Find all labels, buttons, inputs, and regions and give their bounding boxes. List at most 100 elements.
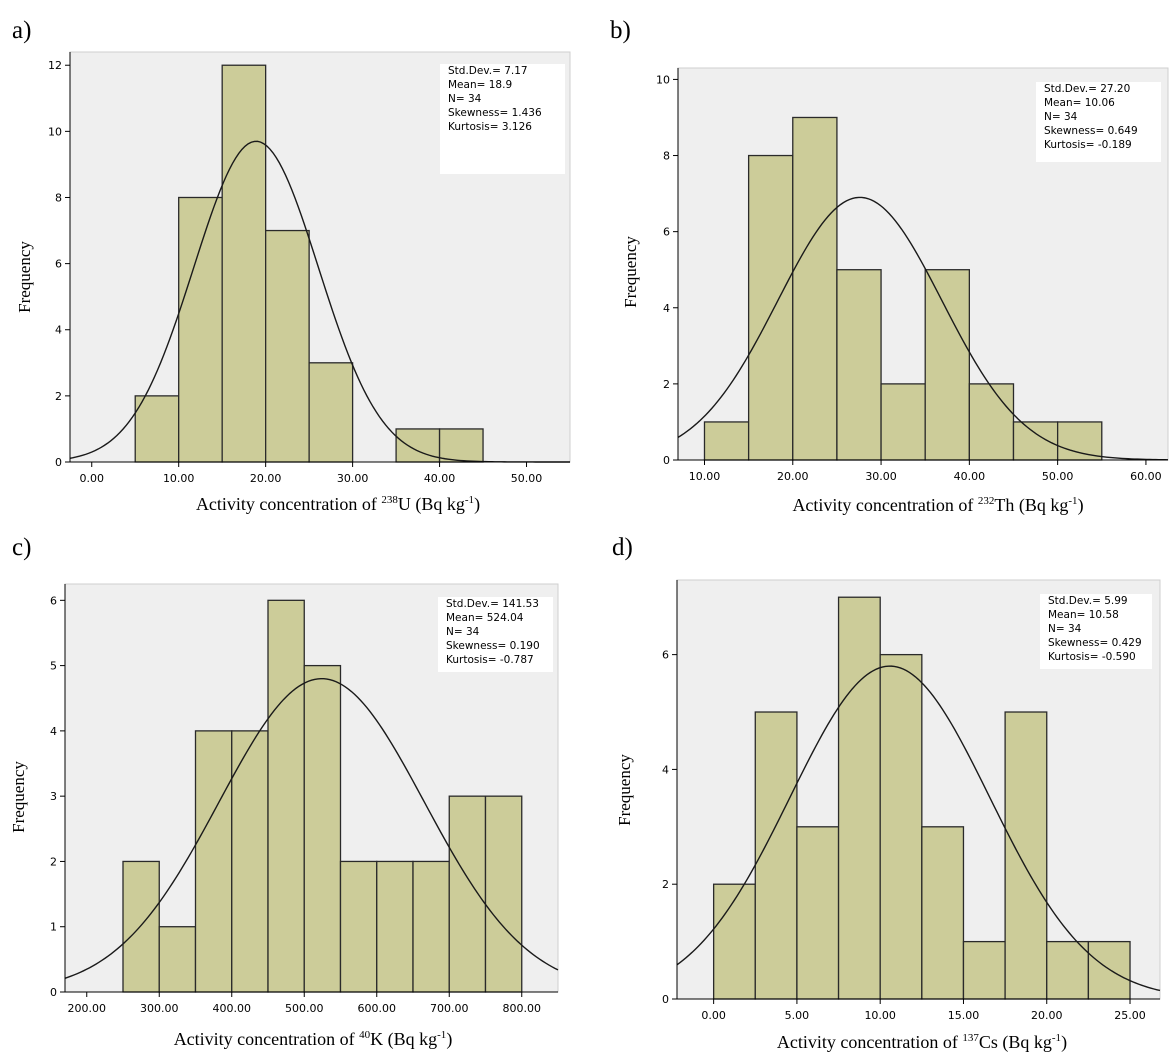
y-tick-label: 6 bbox=[662, 649, 669, 662]
x-tick-label: 30.00 bbox=[865, 470, 897, 483]
histogram-bar bbox=[921, 826, 965, 1000]
stats-line: N= 34 bbox=[446, 626, 480, 638]
histogram-bar bbox=[754, 711, 798, 1000]
x-tick-label: 20.00 bbox=[250, 472, 282, 485]
x-tick-label: 20.00 bbox=[1031, 1009, 1063, 1022]
x-tick-label: 200.00 bbox=[68, 1002, 107, 1015]
x-tick-label: 600.00 bbox=[358, 1002, 397, 1015]
y-axis-label: Frequency bbox=[621, 236, 640, 308]
histogram-bar bbox=[484, 795, 523, 993]
stats-line: Skewness= 0.429 bbox=[1048, 637, 1142, 649]
stats-line: Std.Dev.= 27.20 bbox=[1044, 83, 1130, 95]
x-tick-label: 40.00 bbox=[954, 470, 986, 483]
stats-box bbox=[1040, 594, 1152, 669]
y-tick-label: 6 bbox=[50, 594, 57, 607]
histogram-bar bbox=[792, 116, 838, 461]
histogram-bar bbox=[796, 826, 840, 1000]
histogram-bar bbox=[231, 730, 269, 993]
chart-panel-4: d) 0 2 4 6 0.00 5.00 10.00 15.00 20.00 25.00 Freque… bbox=[612, 534, 1161, 1053]
histogram-bar bbox=[395, 428, 441, 463]
x-tick-label: 300.00 bbox=[140, 1002, 179, 1015]
histogram-bar bbox=[265, 229, 310, 463]
y-tick-label: 10 bbox=[656, 73, 670, 86]
y-axis-label: Frequency bbox=[15, 241, 34, 313]
y-tick-label: 2 bbox=[50, 855, 57, 868]
x-tick-label: 0.00 bbox=[701, 1009, 726, 1022]
panel-letter: b) bbox=[610, 17, 631, 44]
stats-box bbox=[1036, 82, 1161, 162]
x-axis-label: Activity concentration of 232Th (Bq kg-1… bbox=[792, 495, 1083, 516]
panel-letter: d) bbox=[612, 534, 633, 561]
chart-panel-2: b) 0 2 4 6 8 10 10.00 20.00 30.00 40.00 50.00 60.00 F… bbox=[610, 17, 1169, 516]
histogram-bar bbox=[712, 883, 756, 1000]
x-tick-label: 50.00 bbox=[511, 472, 543, 485]
histogram-bar bbox=[438, 428, 484, 463]
chart-panel-1: a) 0 2 4 6 8 10 12 0.00 10.00 20.00 30.00 40.00 50.00… bbox=[12, 17, 571, 515]
stats-line: Mean= 524.04 bbox=[446, 612, 524, 624]
x-tick-label: 5.00 bbox=[785, 1009, 810, 1022]
stats-box bbox=[440, 64, 565, 174]
x-tick-label: 40.00 bbox=[424, 472, 456, 485]
histogram-bar bbox=[376, 860, 414, 993]
histogram-bar bbox=[158, 926, 197, 993]
panel-letter: c) bbox=[12, 534, 31, 561]
normal-curve bbox=[677, 196, 1169, 461]
x-tick-label: 400.00 bbox=[213, 1002, 252, 1015]
stats-line: Kurtosis= -0.787 bbox=[446, 654, 534, 666]
y-tick-label: 8 bbox=[55, 191, 62, 204]
y-tick-label: 0 bbox=[662, 993, 669, 1006]
y-tick-label: 2 bbox=[55, 390, 62, 403]
histogram-bar bbox=[837, 596, 881, 1000]
y-tick-label: 8 bbox=[663, 150, 670, 163]
y-tick-label: 6 bbox=[663, 226, 670, 239]
histogram-bar bbox=[412, 860, 450, 993]
histogram-bar bbox=[221, 64, 267, 463]
x-axis-label: Activity concentration of 137Cs (Bq kg-1… bbox=[777, 1032, 1067, 1053]
stats-line: Std.Dev.= 7.17 bbox=[448, 65, 528, 77]
histogram-bar bbox=[308, 362, 354, 463]
x-axis-label: Activity concentration of 238U (Bq kg-1) bbox=[196, 494, 480, 515]
stats-line: Kurtosis= 3.126 bbox=[448, 121, 532, 133]
y-tick-label: 4 bbox=[663, 302, 670, 315]
x-tick-label: 20.00 bbox=[777, 470, 809, 483]
x-tick-label: 10.00 bbox=[163, 472, 195, 485]
panel-letter: a) bbox=[12, 17, 31, 44]
histogram-bar bbox=[968, 383, 1015, 461]
stats-line: Mean= 18.9 bbox=[448, 79, 512, 91]
stats-line: Skewness= 1.436 bbox=[448, 107, 542, 119]
x-tick-label: 700.00 bbox=[430, 1002, 469, 1015]
histogram-bar bbox=[1012, 421, 1059, 461]
histogram-bar bbox=[1004, 711, 1048, 1000]
y-tick-label: 3 bbox=[50, 790, 57, 803]
histogram-bar bbox=[1087, 940, 1131, 1000]
normal-curve bbox=[676, 665, 1161, 992]
x-tick-label: 25.00 bbox=[1114, 1009, 1146, 1022]
y-tick-label: 0 bbox=[50, 986, 57, 999]
x-tick-label: 800.00 bbox=[503, 1002, 542, 1015]
x-axis-label: Activity concentration of 40K (Bq kg-1) bbox=[174, 1029, 453, 1050]
stats-line: Kurtosis= -0.590 bbox=[1048, 651, 1136, 663]
histogram-bar bbox=[879, 653, 923, 1000]
x-tick-label: 30.00 bbox=[337, 472, 369, 485]
histogram-bar bbox=[194, 730, 233, 993]
histogram-bar bbox=[1056, 421, 1103, 461]
y-tick-label: 5 bbox=[50, 660, 57, 673]
stats-line: Skewness= 0.190 bbox=[446, 640, 540, 652]
stats-line: Skewness= 0.649 bbox=[1044, 125, 1138, 137]
y-tick-label: 0 bbox=[663, 454, 670, 467]
x-tick-label: 10.00 bbox=[689, 470, 721, 483]
y-tick-label: 2 bbox=[662, 878, 669, 891]
y-axis-label: Frequency bbox=[9, 761, 28, 833]
stats-line: Std.Dev.= 5.99 bbox=[1048, 595, 1128, 607]
histogram-bar bbox=[134, 395, 180, 463]
x-tick-label: 0.00 bbox=[79, 472, 104, 485]
stats-box bbox=[438, 597, 553, 672]
x-tick-label: 15.00 bbox=[948, 1009, 980, 1022]
y-tick-label: 6 bbox=[55, 258, 62, 271]
y-tick-label: 1 bbox=[50, 921, 57, 934]
y-tick-label: 0 bbox=[55, 456, 62, 469]
stats-line: N= 34 bbox=[1048, 623, 1082, 635]
histogram-bar bbox=[703, 421, 750, 461]
x-tick-label: 60.00 bbox=[1130, 470, 1162, 483]
